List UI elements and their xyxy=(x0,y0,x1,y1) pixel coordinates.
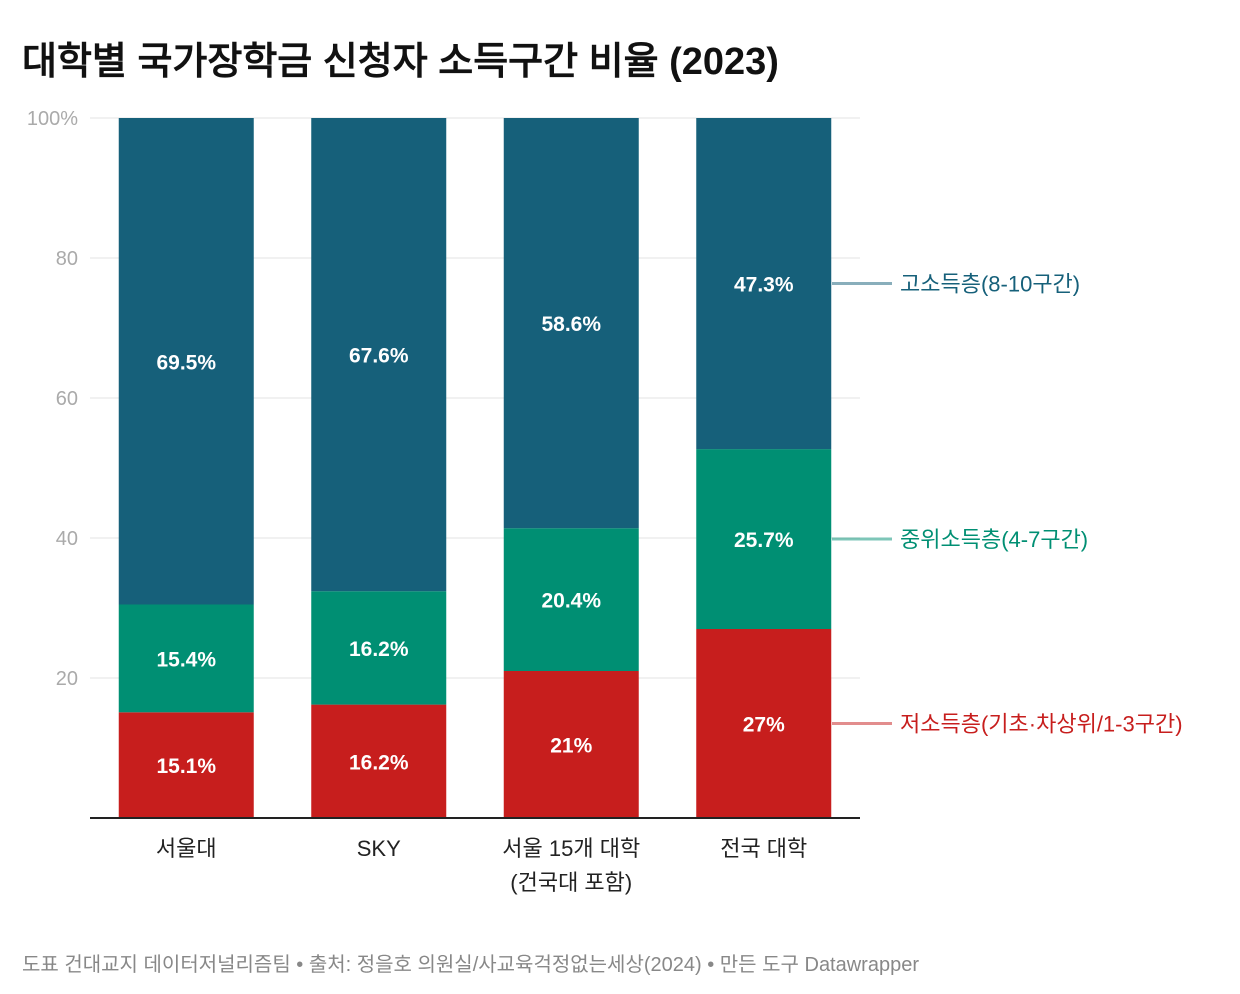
y-tick-label: 100% xyxy=(27,108,78,130)
bar-segment xyxy=(118,604,254,713)
x-tick-label: SKY xyxy=(357,836,401,861)
x-tick-label: 전국 대학 xyxy=(720,836,807,861)
x-tick-label: 서울대 xyxy=(156,836,217,861)
data-label: 20.4% xyxy=(541,590,601,613)
data-label: 58.6% xyxy=(541,313,601,336)
bar-segment xyxy=(118,712,254,818)
bar-segment xyxy=(311,118,447,592)
data-label: 15.1% xyxy=(156,755,216,778)
data-label: 25.7% xyxy=(734,529,794,552)
data-label: 47.3% xyxy=(734,274,794,297)
bar-segment xyxy=(696,449,832,629)
bar-segment xyxy=(696,629,832,818)
footer-credit: 도표 건대교지 데이터저널리즘팀 • 출처: 정을호 의원실/사교육걱정없는세상… xyxy=(22,954,919,976)
data-label: 21% xyxy=(550,735,592,758)
legend-label: 중위소득층(4-7구간) xyxy=(900,527,1088,552)
bar-segment xyxy=(503,671,639,818)
data-label: 16.2% xyxy=(349,751,409,774)
y-tick-label: 40 xyxy=(56,528,78,550)
bar-segment xyxy=(311,704,447,818)
bar-segment xyxy=(696,118,832,450)
bar-segment xyxy=(503,118,639,529)
data-label: 27% xyxy=(743,714,785,737)
y-tick-label: 20 xyxy=(56,668,78,690)
data-label: 16.2% xyxy=(349,638,409,661)
data-label: 69.5% xyxy=(156,351,216,374)
data-label: 67.6% xyxy=(349,345,409,368)
chart-title: 대학별 국가장학금 신청자 소득구간 비율 (2023) xyxy=(22,41,779,83)
y-tick-label: 80 xyxy=(56,248,78,270)
bar-segment xyxy=(311,591,447,705)
legend-label: 저소득층(기초·차상위/1-3구간) xyxy=(900,712,1183,737)
data-label: 15.4% xyxy=(156,648,216,671)
x-tick-label: (건국대 포함) xyxy=(510,870,632,895)
x-tick-label: 서울 15개 대학 xyxy=(502,836,640,861)
bar-segment xyxy=(503,528,639,671)
y-tick-label: 60 xyxy=(56,388,78,410)
bar-segment xyxy=(118,118,254,605)
legend-label: 고소득층(8-10구간) xyxy=(900,272,1080,297)
